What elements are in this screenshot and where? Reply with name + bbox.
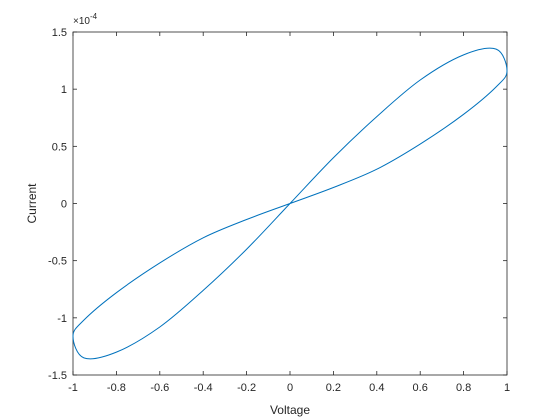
series-line [72, 47, 508, 360]
x-tick-label: 1 [504, 382, 510, 394]
y-tick-label: -0.5 [48, 256, 67, 268]
y-axis-ticks: -1.5 -1 -0.5 0 0.5 1 1.5 [48, 27, 507, 382]
y-tick-label: 1 [61, 84, 67, 96]
x-tick-label: -0.4 [194, 382, 213, 394]
x-tick-label: 0.4 [369, 382, 384, 394]
x-tick-label: -0.2 [237, 382, 256, 394]
x-tick-label: -1 [68, 382, 78, 394]
y-exponent-power: -4 [90, 12, 98, 21]
x-axis-ticks: -1 -0.8 -0.6 -0.4 -0.2 0 0.2 0.4 0.6 0.8 1 [68, 32, 510, 394]
y-tick-label: 0 [61, 199, 67, 211]
x-tick-label: 0 [287, 382, 293, 394]
x-tick-label: -0.8 [107, 382, 126, 394]
y-axis-exponent: ×10-4 [73, 12, 98, 27]
y-tick-label: -1.5 [48, 370, 67, 382]
x-tick-label: 0.2 [326, 382, 341, 394]
y-tick-label: 0.5 [52, 141, 67, 153]
x-tick-label: 0.6 [413, 382, 428, 394]
x-axis-label: Voltage [270, 403, 310, 417]
y-axis-label: Current [25, 183, 39, 224]
series-layer [72, 47, 508, 360]
y-exponent-base: ×10 [73, 16, 90, 27]
y-tick-label: 1.5 [52, 27, 67, 39]
y-tick-label: -1 [57, 313, 67, 325]
x-tick-label: 0.8 [456, 382, 471, 394]
x-tick-label: -0.6 [150, 382, 169, 394]
